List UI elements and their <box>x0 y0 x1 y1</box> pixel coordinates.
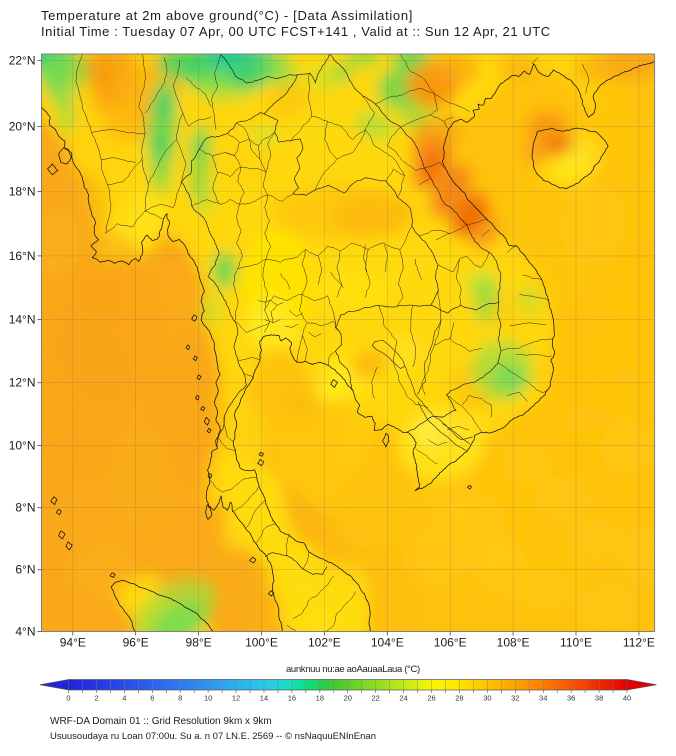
svg-text:18: 18 <box>316 694 324 703</box>
svg-text:32: 32 <box>511 694 519 703</box>
svg-text:16°N: 16°N <box>9 249 36 263</box>
svg-text:22°N: 22°N <box>9 54 36 68</box>
svg-text:28: 28 <box>455 694 463 703</box>
svg-text:112°E: 112°E <box>623 636 655 650</box>
svg-text:94°E: 94°E <box>60 636 86 650</box>
svg-text:98°E: 98°E <box>186 636 212 650</box>
svg-text:16: 16 <box>288 694 296 703</box>
svg-text:22: 22 <box>372 694 380 703</box>
svg-text:14: 14 <box>260 694 268 703</box>
svg-text:10: 10 <box>204 694 212 703</box>
svg-text:6: 6 <box>150 694 154 703</box>
svg-text:36: 36 <box>567 694 575 703</box>
svg-text:4°N: 4°N <box>15 625 35 639</box>
svg-text:24: 24 <box>399 694 407 703</box>
svg-text:12: 12 <box>232 694 240 703</box>
svg-text:100°E: 100°E <box>245 636 278 650</box>
svg-text:14°N: 14°N <box>9 313 36 327</box>
svg-text:6°N: 6°N <box>15 563 35 577</box>
svg-text:8: 8 <box>178 694 182 703</box>
svg-text:110°E: 110°E <box>560 636 592 650</box>
svg-text:102°E: 102°E <box>308 636 341 650</box>
svg-text:34: 34 <box>539 694 547 703</box>
svg-text:108°E: 108°E <box>497 636 530 650</box>
svg-text:38: 38 <box>595 694 603 703</box>
svg-text:96°E: 96°E <box>123 636 149 650</box>
svg-text:20: 20 <box>344 694 352 703</box>
svg-text:12°N: 12°N <box>9 376 36 390</box>
svg-text:40: 40 <box>623 694 631 703</box>
svg-text:20°N: 20°N <box>9 119 36 133</box>
svg-text:106°E: 106°E <box>434 636 467 650</box>
svg-text:2: 2 <box>94 694 98 703</box>
svg-text:26: 26 <box>427 694 435 703</box>
svg-text:30: 30 <box>483 694 491 703</box>
svg-text:18°N: 18°N <box>9 185 36 199</box>
svg-text:10°N: 10°N <box>9 438 36 452</box>
svg-text:0: 0 <box>66 694 70 703</box>
svg-text:8°N: 8°N <box>15 501 35 515</box>
svg-text:4: 4 <box>122 694 126 703</box>
svg-text:104°E: 104°E <box>371 636 404 650</box>
